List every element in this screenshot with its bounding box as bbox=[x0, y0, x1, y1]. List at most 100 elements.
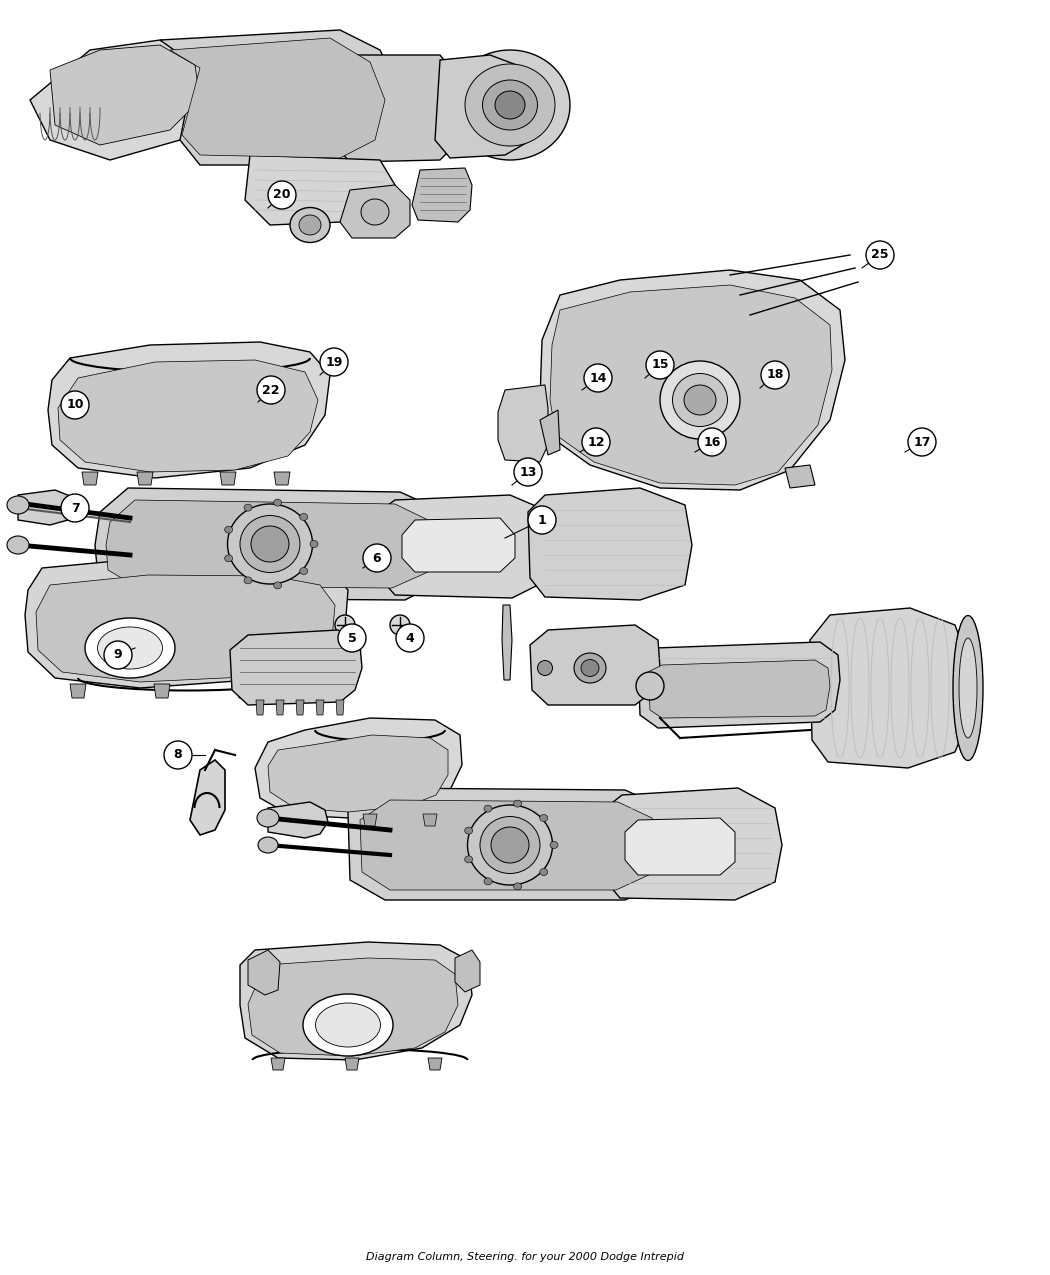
Polygon shape bbox=[160, 31, 400, 164]
Ellipse shape bbox=[225, 555, 233, 562]
Ellipse shape bbox=[257, 810, 279, 827]
Ellipse shape bbox=[513, 801, 522, 807]
Text: 9: 9 bbox=[113, 649, 122, 662]
Ellipse shape bbox=[7, 496, 29, 514]
Ellipse shape bbox=[274, 581, 281, 589]
Text: 18: 18 bbox=[766, 368, 783, 381]
Ellipse shape bbox=[513, 882, 522, 890]
Polygon shape bbox=[36, 575, 335, 682]
Circle shape bbox=[338, 623, 366, 652]
Circle shape bbox=[584, 363, 612, 391]
Ellipse shape bbox=[361, 199, 388, 224]
Polygon shape bbox=[230, 630, 362, 705]
Ellipse shape bbox=[574, 653, 606, 683]
Text: 8: 8 bbox=[173, 748, 183, 761]
Text: 7: 7 bbox=[70, 501, 80, 515]
Polygon shape bbox=[30, 40, 210, 159]
Ellipse shape bbox=[240, 515, 300, 572]
Ellipse shape bbox=[244, 504, 252, 511]
Ellipse shape bbox=[299, 514, 308, 520]
Ellipse shape bbox=[299, 567, 308, 575]
Text: 22: 22 bbox=[262, 384, 279, 397]
Ellipse shape bbox=[299, 215, 321, 235]
Polygon shape bbox=[435, 55, 545, 158]
Ellipse shape bbox=[228, 504, 313, 584]
Ellipse shape bbox=[484, 805, 492, 812]
Polygon shape bbox=[136, 472, 153, 484]
Text: 5: 5 bbox=[348, 631, 356, 644]
Polygon shape bbox=[255, 718, 462, 819]
Polygon shape bbox=[237, 683, 253, 697]
Ellipse shape bbox=[550, 842, 558, 848]
Text: 17: 17 bbox=[914, 436, 930, 449]
Circle shape bbox=[514, 458, 542, 486]
Text: 15: 15 bbox=[651, 358, 669, 371]
Ellipse shape bbox=[465, 856, 472, 863]
Text: 19: 19 bbox=[326, 356, 342, 368]
Polygon shape bbox=[245, 156, 395, 224]
Ellipse shape bbox=[483, 80, 538, 130]
Polygon shape bbox=[50, 45, 200, 145]
Text: 4: 4 bbox=[405, 631, 415, 644]
Ellipse shape bbox=[491, 827, 529, 863]
Polygon shape bbox=[540, 411, 560, 455]
Polygon shape bbox=[455, 950, 480, 992]
Polygon shape bbox=[378, 495, 555, 598]
Ellipse shape bbox=[636, 672, 664, 700]
Ellipse shape bbox=[540, 868, 548, 876]
Polygon shape bbox=[625, 819, 735, 875]
Polygon shape bbox=[528, 488, 692, 601]
Ellipse shape bbox=[581, 659, 598, 677]
Polygon shape bbox=[70, 683, 86, 697]
Ellipse shape bbox=[310, 541, 318, 547]
Polygon shape bbox=[316, 700, 324, 715]
Ellipse shape bbox=[450, 50, 570, 159]
Polygon shape bbox=[423, 813, 437, 826]
Polygon shape bbox=[274, 472, 290, 484]
Circle shape bbox=[698, 428, 726, 456]
Polygon shape bbox=[58, 360, 318, 472]
Circle shape bbox=[396, 623, 424, 652]
Polygon shape bbox=[345, 1058, 359, 1070]
Circle shape bbox=[320, 348, 348, 376]
Polygon shape bbox=[340, 185, 410, 238]
Text: 6: 6 bbox=[373, 552, 381, 565]
Polygon shape bbox=[530, 625, 660, 705]
Polygon shape bbox=[268, 802, 328, 838]
Ellipse shape bbox=[258, 836, 278, 853]
Ellipse shape bbox=[98, 627, 163, 669]
Polygon shape bbox=[268, 734, 448, 812]
Text: 1: 1 bbox=[538, 514, 546, 527]
Ellipse shape bbox=[959, 638, 977, 738]
Polygon shape bbox=[170, 38, 385, 158]
Ellipse shape bbox=[465, 827, 472, 834]
Polygon shape bbox=[82, 472, 98, 484]
Text: 14: 14 bbox=[589, 371, 607, 385]
Circle shape bbox=[268, 181, 296, 209]
Text: 12: 12 bbox=[587, 436, 605, 449]
Polygon shape bbox=[502, 606, 512, 680]
Polygon shape bbox=[402, 518, 514, 572]
Ellipse shape bbox=[251, 527, 289, 562]
Text: 20: 20 bbox=[273, 189, 291, 201]
Polygon shape bbox=[297, 683, 313, 697]
Text: Diagram Column, Steering. for your 2000 Dodge Intrepid: Diagram Column, Steering. for your 2000 … bbox=[366, 1252, 684, 1262]
Circle shape bbox=[61, 493, 89, 521]
Polygon shape bbox=[330, 55, 460, 162]
Polygon shape bbox=[638, 643, 840, 728]
Ellipse shape bbox=[684, 385, 716, 414]
Polygon shape bbox=[550, 286, 832, 484]
Ellipse shape bbox=[495, 91, 525, 119]
Text: 10: 10 bbox=[66, 399, 84, 412]
Polygon shape bbox=[336, 700, 344, 715]
Ellipse shape bbox=[480, 816, 540, 873]
Polygon shape bbox=[154, 683, 170, 697]
Polygon shape bbox=[296, 700, 304, 715]
Polygon shape bbox=[810, 608, 968, 768]
Polygon shape bbox=[603, 788, 782, 900]
Polygon shape bbox=[348, 788, 670, 900]
Text: 25: 25 bbox=[872, 249, 888, 261]
Ellipse shape bbox=[484, 878, 492, 885]
Circle shape bbox=[104, 641, 132, 669]
Polygon shape bbox=[540, 270, 845, 490]
